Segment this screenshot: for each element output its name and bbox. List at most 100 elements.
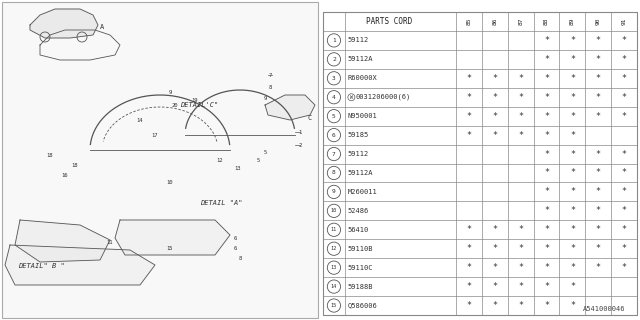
Text: *: * [492, 93, 497, 102]
Text: *: * [570, 55, 575, 64]
Text: 6: 6 [234, 236, 237, 241]
Text: 59110C: 59110C [348, 265, 373, 271]
Text: *: * [544, 225, 549, 234]
Text: 0031206000(6): 0031206000(6) [356, 94, 411, 100]
Text: *: * [621, 244, 627, 253]
Text: 1: 1 [332, 38, 336, 43]
Text: *: * [596, 263, 601, 272]
Text: *: * [544, 244, 549, 253]
Text: *: * [570, 74, 575, 83]
Text: *: * [621, 225, 627, 234]
Text: 11: 11 [107, 239, 113, 244]
Text: 1: 1 [298, 130, 301, 134]
Text: *: * [467, 263, 472, 272]
Text: *: * [492, 74, 497, 83]
Circle shape [327, 166, 340, 180]
Text: 8: 8 [238, 255, 242, 260]
Text: *: * [621, 263, 627, 272]
Text: A: A [100, 24, 104, 30]
Text: 5: 5 [264, 149, 267, 155]
Text: 89: 89 [570, 18, 575, 25]
Text: *: * [544, 168, 549, 178]
Text: 59185: 59185 [348, 132, 369, 138]
Text: *: * [544, 188, 549, 196]
Text: R60000X: R60000X [348, 75, 378, 81]
Circle shape [327, 148, 340, 161]
Text: *: * [570, 168, 575, 178]
Text: 86: 86 [492, 18, 497, 25]
Text: *: * [467, 131, 472, 140]
Text: 17: 17 [152, 132, 158, 138]
Text: *: * [544, 112, 549, 121]
Text: *: * [492, 131, 497, 140]
Text: *: * [518, 301, 524, 310]
Text: 8: 8 [332, 171, 336, 175]
Text: 59112A: 59112A [348, 170, 373, 176]
Text: *: * [596, 188, 601, 196]
Text: DETAIL" B ": DETAIL" B " [18, 263, 65, 269]
Text: 59112: 59112 [348, 37, 369, 44]
Text: *: * [467, 74, 472, 83]
Text: 12: 12 [331, 246, 337, 251]
Text: *: * [492, 282, 497, 291]
Text: *: * [570, 244, 575, 253]
Text: 3: 3 [332, 76, 336, 81]
Text: *: * [544, 149, 549, 158]
Text: *: * [621, 168, 627, 178]
Polygon shape [115, 220, 230, 255]
Text: W: W [350, 95, 353, 100]
Text: 6: 6 [332, 132, 336, 138]
Text: *: * [518, 263, 524, 272]
Text: *: * [544, 74, 549, 83]
Polygon shape [5, 245, 155, 285]
Text: 2: 2 [298, 142, 301, 148]
Circle shape [327, 185, 340, 198]
Text: *: * [570, 206, 575, 215]
Circle shape [327, 280, 340, 293]
Text: *: * [621, 55, 627, 64]
Text: 7: 7 [268, 73, 271, 77]
Text: *: * [544, 93, 549, 102]
Polygon shape [30, 9, 98, 38]
Text: 85: 85 [467, 18, 472, 25]
FancyBboxPatch shape [2, 2, 318, 318]
Text: *: * [467, 93, 472, 102]
Text: 20: 20 [172, 102, 179, 108]
Bar [323, 12, 637, 315]
Text: *: * [621, 36, 627, 45]
Text: *: * [596, 74, 601, 83]
Text: *: * [492, 263, 497, 272]
Circle shape [327, 261, 340, 274]
Text: 9: 9 [264, 95, 267, 100]
Text: M260011: M260011 [348, 189, 378, 195]
Text: *: * [596, 168, 601, 178]
Text: *: * [570, 36, 575, 45]
Text: 8: 8 [268, 84, 271, 90]
Text: *: * [544, 206, 549, 215]
Text: N950001: N950001 [348, 113, 378, 119]
Text: *: * [621, 93, 627, 102]
Text: 12: 12 [217, 157, 223, 163]
Text: 56410: 56410 [348, 227, 369, 233]
Circle shape [327, 34, 340, 47]
Text: PARTS CORD: PARTS CORD [367, 17, 413, 26]
Text: *: * [621, 149, 627, 158]
Circle shape [327, 299, 340, 312]
Text: 59112: 59112 [348, 151, 369, 157]
Text: *: * [518, 112, 524, 121]
Text: *: * [492, 244, 497, 253]
Text: *: * [518, 244, 524, 253]
Text: *: * [544, 263, 549, 272]
Text: 10: 10 [331, 208, 337, 213]
Text: 59110B: 59110B [348, 246, 373, 252]
Text: 11: 11 [331, 227, 337, 232]
Text: *: * [544, 131, 549, 140]
Text: 13: 13 [235, 165, 241, 171]
Text: *: * [621, 188, 627, 196]
Text: *: * [570, 301, 575, 310]
Text: *: * [570, 263, 575, 272]
Text: *: * [518, 74, 524, 83]
Text: 9: 9 [168, 90, 172, 94]
Text: *: * [492, 301, 497, 310]
Text: 91: 91 [621, 18, 627, 25]
